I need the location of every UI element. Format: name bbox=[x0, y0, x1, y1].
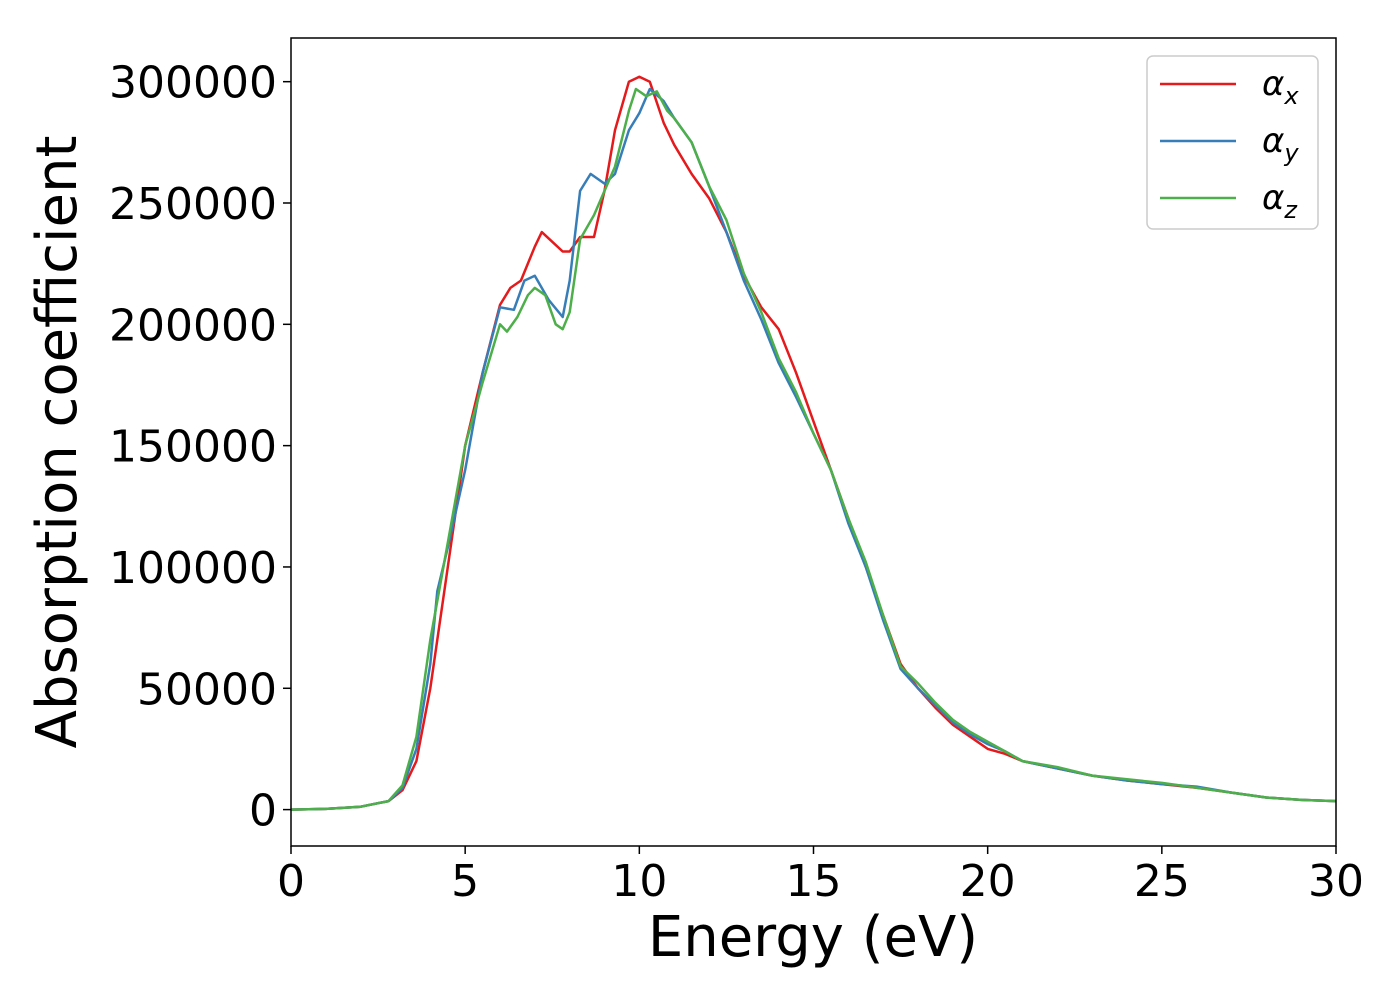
y-tick-label: 300000 bbox=[109, 58, 277, 109]
legend-label-y: αy bbox=[1262, 121, 1299, 167]
y-axis: 0 50000 100000 150000 200000 250000 300000 bbox=[109, 58, 291, 837]
legend-label-sub: x bbox=[1283, 82, 1299, 110]
x-tick-label: 25 bbox=[1134, 856, 1190, 907]
legend-label-x: αx bbox=[1262, 64, 1299, 110]
y-axis-title: Absorption coefficient bbox=[25, 136, 90, 749]
x-tick-label: 5 bbox=[451, 856, 479, 907]
x-tick-label: 20 bbox=[960, 856, 1016, 907]
y-tick-label: 250000 bbox=[109, 179, 277, 230]
legend-label-sub: y bbox=[1283, 139, 1299, 167]
plot-lines bbox=[290, 75, 1337, 811]
y-tick-label: 200000 bbox=[109, 300, 277, 351]
y-tick-label: 0 bbox=[249, 786, 277, 837]
x-tick-label: 15 bbox=[786, 856, 842, 907]
y-tick-label: 150000 bbox=[109, 422, 277, 473]
x-axis: 0 5 10 15 20 25 30 bbox=[277, 846, 1364, 907]
x-tick-label: 10 bbox=[611, 856, 667, 907]
y-tick-label: 50000 bbox=[137, 664, 277, 715]
legend-box bbox=[1146, 55, 1319, 230]
x-axis-title: Energy (eV) bbox=[648, 905, 978, 970]
legend-label-main: α bbox=[1262, 121, 1284, 161]
legend-label-main: α bbox=[1262, 64, 1284, 104]
x-tick-label: 30 bbox=[1308, 856, 1364, 907]
legend-label-sub: z bbox=[1283, 196, 1298, 224]
y-tick-label: 100000 bbox=[109, 543, 277, 594]
legend-label-z: αz bbox=[1262, 178, 1298, 224]
legend-label-main: α bbox=[1262, 178, 1284, 218]
x-tick-label: 0 bbox=[277, 856, 305, 907]
series-line-z bbox=[290, 87, 1337, 811]
